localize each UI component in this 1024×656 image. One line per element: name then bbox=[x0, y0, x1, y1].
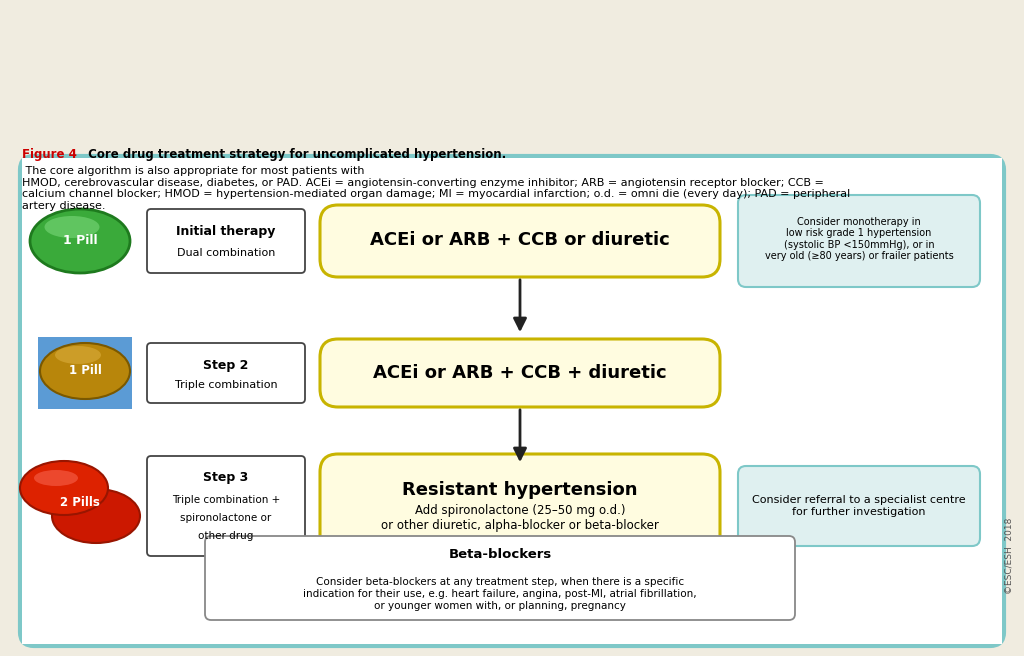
Ellipse shape bbox=[20, 461, 108, 515]
Ellipse shape bbox=[55, 346, 101, 364]
Text: Add spironolactone (25–50 mg o.d.)
or other diuretic, alpha-blocker or beta-bloc: Add spironolactone (25–50 mg o.d.) or ot… bbox=[381, 504, 658, 532]
FancyBboxPatch shape bbox=[205, 536, 795, 620]
Text: spironolactone or: spironolactone or bbox=[180, 513, 271, 523]
Text: Figure 4: Figure 4 bbox=[22, 148, 77, 161]
Text: Triple combination +: Triple combination + bbox=[172, 495, 281, 505]
FancyBboxPatch shape bbox=[20, 156, 1004, 646]
Text: Consider referral to a specialist centre
for further investigation: Consider referral to a specialist centre… bbox=[753, 495, 966, 517]
Bar bbox=[38, 337, 132, 409]
Text: The core algorithm is also appropriate for most patients with
HMOD, cerebrovascu: The core algorithm is also appropriate f… bbox=[22, 166, 850, 211]
Ellipse shape bbox=[34, 470, 78, 486]
FancyBboxPatch shape bbox=[319, 454, 720, 558]
FancyBboxPatch shape bbox=[319, 205, 720, 277]
Bar bbox=[22, 158, 1002, 644]
Text: Dual combination: Dual combination bbox=[177, 248, 275, 258]
Ellipse shape bbox=[44, 216, 99, 238]
FancyBboxPatch shape bbox=[147, 343, 305, 403]
Text: Step 2: Step 2 bbox=[204, 358, 249, 371]
Text: Consider monotherapy in
low risk grade 1 hypertension
(systolic BP <150mmHg), or: Consider monotherapy in low risk grade 1… bbox=[765, 216, 953, 261]
Text: Beta-blockers: Beta-blockers bbox=[449, 548, 552, 560]
Text: Step 3: Step 3 bbox=[204, 472, 249, 485]
Text: 1 Pill: 1 Pill bbox=[62, 234, 97, 247]
Ellipse shape bbox=[52, 489, 140, 543]
Text: Consider beta-blockers at any treatment step, when there is a specific
indicatio: Consider beta-blockers at any treatment … bbox=[303, 577, 696, 611]
FancyBboxPatch shape bbox=[147, 456, 305, 556]
Text: 2 Pills: 2 Pills bbox=[60, 495, 100, 508]
Text: 1 Pill: 1 Pill bbox=[69, 365, 101, 377]
Ellipse shape bbox=[30, 209, 130, 273]
Text: ©ESC/ESH  2018: ©ESC/ESH 2018 bbox=[1005, 518, 1014, 594]
Text: Core drug treatment strategy for uncomplicated hypertension.: Core drug treatment strategy for uncompl… bbox=[84, 148, 506, 161]
FancyBboxPatch shape bbox=[319, 339, 720, 407]
FancyBboxPatch shape bbox=[738, 466, 980, 546]
Text: ACEi or ARB + CCB + diuretic: ACEi or ARB + CCB + diuretic bbox=[373, 364, 667, 382]
FancyBboxPatch shape bbox=[738, 195, 980, 287]
Ellipse shape bbox=[40, 343, 130, 399]
FancyBboxPatch shape bbox=[147, 209, 305, 273]
Text: Initial therapy: Initial therapy bbox=[176, 224, 275, 237]
Text: other drug: other drug bbox=[199, 531, 254, 541]
Text: ACEi or ARB + CCB or diuretic: ACEi or ARB + CCB or diuretic bbox=[370, 231, 670, 249]
Text: Triple combination: Triple combination bbox=[175, 380, 278, 390]
Text: Resistant hypertension: Resistant hypertension bbox=[402, 481, 638, 499]
